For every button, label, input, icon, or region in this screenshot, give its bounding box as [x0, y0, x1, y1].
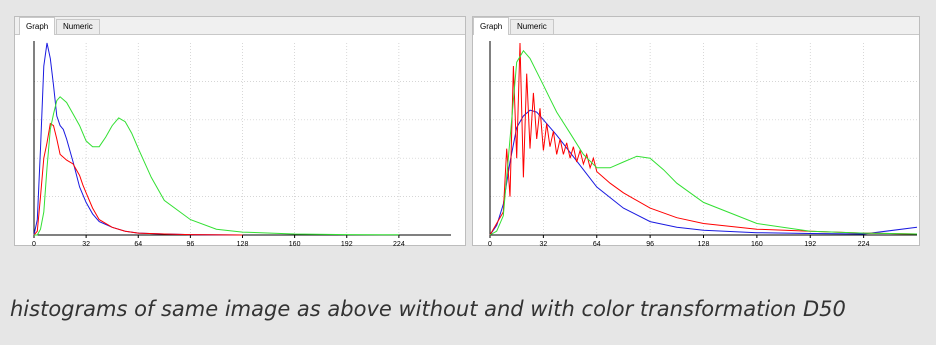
x-tick-label: 160 — [751, 241, 763, 248]
x-tick-label: 192 — [341, 241, 353, 248]
series-line-red — [33, 122, 243, 236]
x-tick-label: 96 — [186, 241, 194, 248]
tab-graph[interactable]: Graph — [473, 17, 510, 35]
x-tick-label: 32 — [539, 241, 547, 248]
tab-numeric[interactable]: Numeric — [510, 19, 554, 34]
x-tick-label: 64 — [593, 241, 601, 248]
series-line-red — [489, 42, 918, 236]
series-line-green — [489, 49, 918, 236]
x-tick-label: 160 — [289, 241, 301, 248]
x-tick-label: 0 — [488, 241, 492, 248]
tab-bar: Graph Numeric — [15, 17, 465, 35]
x-tick-label: 0 — [32, 241, 36, 248]
histogram-chart: 0 32 64 96 128 160 192 224 — [32, 41, 451, 248]
x-tick-label: 224 — [393, 241, 405, 248]
series-line-blue — [489, 109, 918, 236]
x-tick-label: 224 — [858, 241, 870, 248]
x-tick-label: 32 — [82, 241, 90, 248]
x-tick-label: 64 — [134, 241, 142, 248]
x-tick-label: 192 — [804, 241, 816, 248]
x-tick-label: 128 — [698, 241, 710, 248]
histogram-panel-right: Graph Numeric 0 32 64 96 128 160 192 224 — [472, 16, 920, 248]
x-tick-label: 128 — [237, 241, 249, 248]
tab-numeric[interactable]: Numeric — [56, 19, 100, 34]
tab-graph[interactable]: Graph — [19, 17, 56, 35]
caption: histograms of same image as above withou… — [10, 297, 846, 321]
histogram-chart: 0 32 64 96 128 160 192 224 — [488, 41, 918, 248]
tab-bar: Graph Numeric — [473, 17, 919, 35]
series-line-green — [34, 96, 399, 236]
x-tick-label: 96 — [646, 241, 654, 248]
histogram-panel-left: Graph Numeric 0 32 64 96 128 160 192 224 — [14, 16, 466, 248]
